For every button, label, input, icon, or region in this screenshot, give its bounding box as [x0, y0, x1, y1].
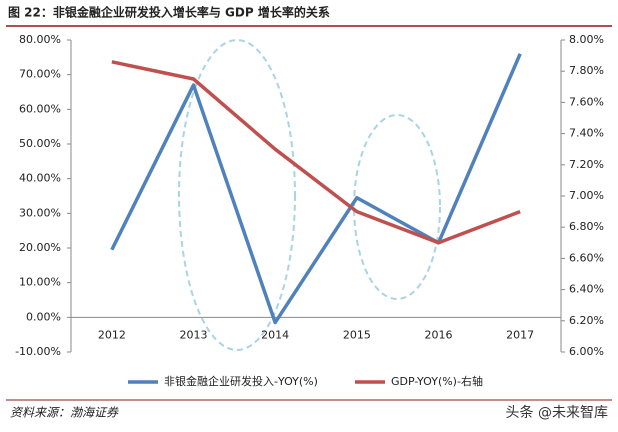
y-tick-label: 30.00%: [19, 206, 61, 219]
chart-title: 图 22：非银金融企业研发投入增长率与 GDP 增长率的关系: [8, 5, 330, 20]
series-line: [110, 53, 522, 325]
y2-tick-label: 7.20%: [569, 158, 604, 171]
y-tick-label: 50.00%: [19, 137, 61, 150]
y2-tick-label: 7.60%: [569, 95, 604, 108]
y2-tick-label: 6.00%: [569, 345, 604, 358]
y-tick-label: -10.00%: [15, 345, 61, 358]
x-tick-label: 2015: [343, 328, 371, 341]
source: 资料来源：渤海证券: [10, 406, 119, 420]
x-tick-label: 2012: [98, 328, 126, 341]
y-tick-label: 0.00%: [26, 310, 61, 323]
highlight-ellipse: [178, 39, 296, 351]
y2-tick-label: 6.60%: [569, 251, 604, 264]
x-tick-label: 2016: [425, 328, 453, 341]
y-tick-label: 40.00%: [19, 172, 61, 185]
y2-tick-label: 7.80%: [569, 64, 604, 77]
y-tick-label: 20.00%: [19, 241, 61, 254]
x-tick-label: 2014: [261, 328, 289, 341]
y2-tick-label: 7.40%: [569, 127, 604, 140]
y2-tick-label: 6.20%: [569, 314, 604, 327]
y-tick-label: 70.00%: [19, 68, 61, 81]
y2-tick-label: 6.40%: [569, 283, 604, 296]
y2-tick-label: 8.00%: [569, 33, 604, 46]
y2-tick-label: 6.80%: [569, 220, 604, 233]
x-tick-label: 2013: [180, 328, 208, 341]
x-tick-label: 2017: [506, 328, 534, 341]
highlight-ellipse: [353, 114, 441, 300]
watermark: 头条 @未来智库: [506, 404, 608, 421]
series-line: [111, 60, 521, 245]
y2-tick-label: 7.00%: [569, 189, 604, 202]
legend-label: GDP-YOY(%)-右轴: [391, 374, 483, 388]
legend-label: 非银金融企业研发投入-YOY(%): [164, 374, 318, 388]
y-tick-label: 60.00%: [19, 102, 61, 115]
y-tick-label: 10.00%: [19, 276, 61, 289]
y-tick-label: 80.00%: [19, 33, 61, 46]
